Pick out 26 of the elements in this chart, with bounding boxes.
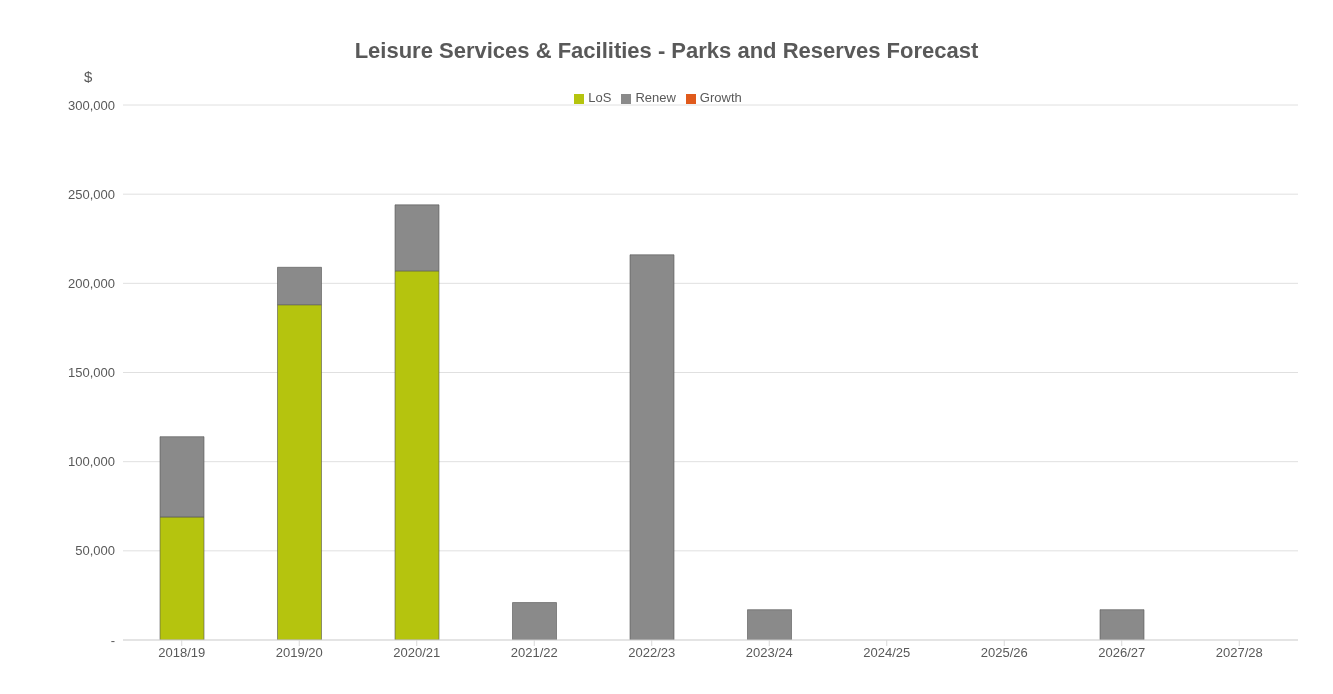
bar — [629, 254, 675, 640]
y-tick-label: 250,000 — [68, 186, 115, 202]
legend-label: Growth — [699, 90, 742, 105]
x-tick-label: 2023/24 — [745, 645, 793, 661]
bar — [747, 609, 792, 640]
x-tick-label: 2022/23 — [628, 645, 676, 661]
x-tick-label: 2025/26 — [980, 645, 1028, 661]
y-tick-label: 100,000 — [68, 454, 115, 470]
y-tick-label: 50,000 — [75, 543, 115, 559]
bar — [512, 602, 557, 640]
x-tick-label: 2018/19 — [158, 645, 206, 661]
y-tick-label: 200,000 — [68, 275, 115, 291]
x-tick-label: 2026/27 — [1098, 645, 1146, 661]
y-tick-label: - — [110, 632, 115, 648]
y-tick-label: 150,000 — [68, 365, 115, 381]
chart-title: Leisure Services & Facilities - Parks and Reserves Forecast — [353, 38, 980, 64]
x-tick-label: 2019/20 — [275, 645, 323, 661]
x-tick-label: 2024/25 — [863, 645, 911, 661]
legend-label: LoS — [588, 90, 612, 105]
x-tick-label: 2027/28 — [1215, 645, 1263, 661]
bar — [1099, 609, 1145, 640]
x-tick-label: 2020/21 — [393, 645, 441, 661]
legend-label: Renew — [635, 90, 676, 105]
y-axis-title: $ — [84, 68, 93, 85]
x-tick-label: 2021/22 — [510, 645, 558, 661]
y-tick-label: 300,000 — [68, 97, 115, 113]
